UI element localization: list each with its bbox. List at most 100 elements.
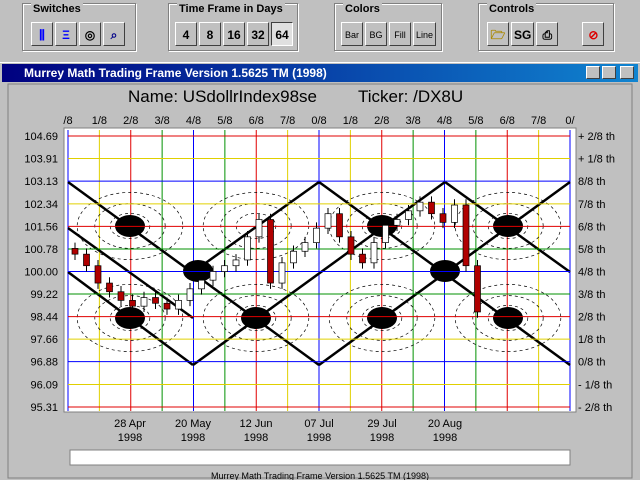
candle-body bbox=[370, 242, 378, 264]
gann-diagonal bbox=[192, 180, 446, 367]
candle-body bbox=[451, 204, 458, 223]
close-button[interactable] bbox=[620, 66, 634, 79]
top-label: 0/ bbox=[565, 115, 575, 127]
y-tick-label: 96.09 bbox=[30, 379, 58, 391]
target-ring bbox=[235, 305, 277, 331]
target-ring bbox=[361, 305, 403, 331]
top-label: 0/8 bbox=[311, 115, 326, 127]
target-ring bbox=[472, 295, 544, 341]
murrey-geometry bbox=[67, 130, 571, 411]
top-label: 2/8 bbox=[123, 115, 138, 127]
level-label: - 2/8 th bbox=[578, 402, 612, 414]
open-button[interactable]: 🗁 bbox=[487, 22, 509, 46]
toolbar-button[interactable]: 32 bbox=[247, 22, 269, 46]
switch-lines[interactable]: Ξ bbox=[55, 22, 77, 46]
top-label: 3/8 bbox=[154, 115, 169, 127]
candle-body bbox=[232, 259, 240, 267]
level-label: 7/8 th bbox=[578, 199, 606, 211]
toolbar-button[interactable]: 16 bbox=[223, 22, 245, 46]
toolbar-button[interactable]: Line bbox=[413, 22, 437, 46]
top-label: 4/8 bbox=[186, 115, 201, 127]
toolbar-button[interactable]: Bar bbox=[341, 22, 363, 46]
target-ring bbox=[454, 284, 562, 352]
date-year: 1998 bbox=[181, 432, 205, 444]
window-title: Murrey Math Trading Frame Version 1.5625… bbox=[24, 66, 327, 80]
toolbar-button[interactable]: BG bbox=[365, 22, 387, 46]
plot-area bbox=[63, 127, 577, 413]
date-label: 07 Jul bbox=[304, 418, 333, 430]
date-year: 1998 bbox=[307, 432, 331, 444]
switch-zoom[interactable]: ⌕ bbox=[103, 22, 125, 46]
target-dot bbox=[493, 307, 523, 329]
level-label: 6/8 th bbox=[578, 221, 606, 233]
y-tick-label: 100.78 bbox=[24, 244, 58, 256]
target-dot bbox=[367, 307, 397, 329]
controls-group: Controls 🗁 SG ⎙ ⊘ bbox=[478, 3, 614, 51]
y-tick-label: 101.56 bbox=[24, 221, 58, 233]
candle-body bbox=[209, 271, 217, 281]
top-label: 5/8 bbox=[468, 115, 483, 127]
switch-target[interactable]: ◎ bbox=[79, 22, 101, 46]
candle-body bbox=[382, 224, 389, 243]
level-label: 8/8 th bbox=[578, 176, 606, 188]
toolbar-button[interactable]: 8 bbox=[199, 22, 221, 46]
y-tick-label: 103.91 bbox=[24, 154, 58, 166]
top-label: 6/8 bbox=[249, 115, 264, 127]
level-label: 3/8 th bbox=[578, 289, 606, 301]
target-dot bbox=[115, 307, 145, 329]
candle-body bbox=[106, 282, 113, 293]
date-label: 28 Apr bbox=[114, 418, 146, 430]
window-title-bar: Murrey Math Trading Frame Version 1.5625… bbox=[2, 64, 638, 82]
switch-bars[interactable]: ⫼ bbox=[31, 22, 53, 46]
print-button[interactable]: ⎙ bbox=[536, 22, 559, 46]
y-tick-label: 97.66 bbox=[30, 334, 58, 346]
minimize-button[interactable] bbox=[586, 66, 600, 79]
y-tick-label: 96.88 bbox=[30, 357, 58, 369]
exit-button[interactable]: ⊘ bbox=[582, 22, 605, 46]
date-label: 29 Jul bbox=[367, 418, 396, 430]
toolbar-button[interactable]: Fill bbox=[389, 22, 411, 46]
toolbar-button[interactable]: 64 bbox=[271, 22, 293, 46]
candle-body bbox=[255, 219, 263, 238]
candle-body bbox=[83, 253, 90, 267]
top-label: 2/8 bbox=[374, 115, 389, 127]
candle-body bbox=[474, 265, 481, 313]
colors-group: Colors Bar BG Fill Line bbox=[334, 3, 442, 51]
sg-button[interactable]: SG bbox=[511, 22, 535, 46]
y-tick-label: 99.22 bbox=[30, 289, 58, 301]
y-tick-label: 95.31 bbox=[30, 402, 58, 414]
top-label: 3/8 bbox=[405, 115, 420, 127]
date-year: 1998 bbox=[118, 432, 142, 444]
target-ring bbox=[76, 284, 184, 352]
candle-body bbox=[221, 265, 228, 272]
top-label: 4/8 bbox=[437, 115, 452, 127]
top-label: 7/8 bbox=[531, 115, 546, 127]
group-title: Colors bbox=[343, 3, 382, 15]
top-label: /8 bbox=[63, 115, 72, 127]
top-label: 7/8 bbox=[280, 115, 295, 127]
level-label: - 1/8 th bbox=[578, 379, 612, 391]
date-label: 20 Aug bbox=[428, 418, 462, 430]
candle-body bbox=[336, 213, 343, 238]
ticker: Ticker: /DX8U bbox=[358, 87, 463, 106]
status-bar bbox=[69, 449, 571, 466]
gann-diagonal bbox=[67, 226, 194, 320]
target-ring bbox=[487, 305, 529, 331]
y-tick-label: 102.34 bbox=[24, 199, 58, 211]
switches-group: Switches ⫼ Ξ ◎ ⌕ bbox=[22, 3, 136, 51]
date-label: 12 Jun bbox=[239, 418, 272, 430]
target-ring bbox=[94, 295, 166, 341]
level-label: 4/8 th bbox=[578, 267, 606, 279]
top-label: 5/8 bbox=[217, 115, 232, 127]
level-label: 0/8 th bbox=[578, 357, 606, 369]
candle-body bbox=[140, 297, 148, 307]
target-ring bbox=[220, 295, 292, 341]
candle-body bbox=[267, 219, 274, 284]
level-label: 2/8 th bbox=[578, 312, 606, 324]
candle-body bbox=[416, 201, 424, 212]
candle-body bbox=[393, 219, 401, 226]
toolbar-button[interactable]: 4 bbox=[175, 22, 197, 46]
maximize-button[interactable] bbox=[602, 66, 616, 79]
candle-body bbox=[290, 250, 297, 264]
